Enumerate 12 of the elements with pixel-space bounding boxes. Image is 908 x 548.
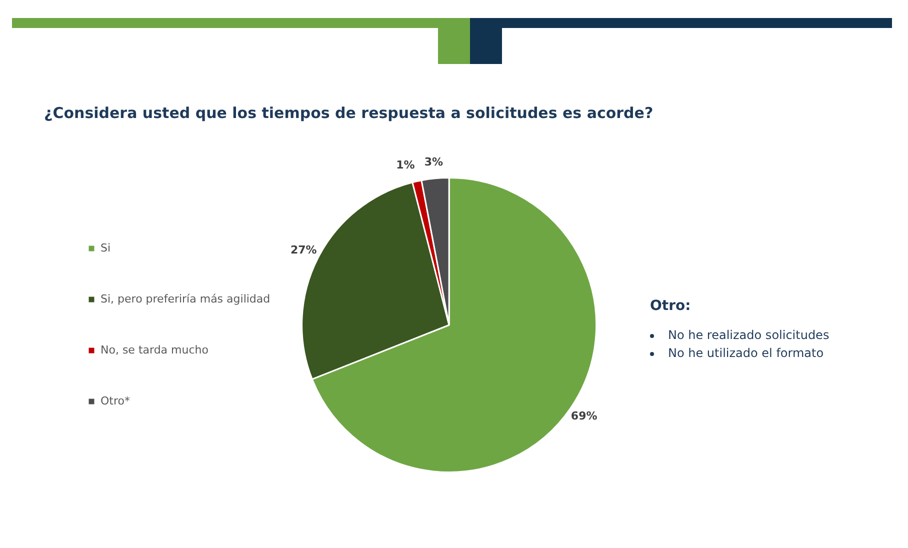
- legend-label: Si, pero preferiría más agilidad: [100, 292, 270, 306]
- chart-title: ¿Considera usted que los tiempos de respuesta a solicitudes es acorde?: [44, 104, 654, 122]
- data-label: 27%: [290, 244, 317, 257]
- text: No he realizado solicitudes: [668, 328, 830, 342]
- legend-label: Si: [100, 241, 111, 254]
- data-label: 3%: [424, 155, 444, 168]
- text: No he utilizado el formato: [668, 346, 824, 360]
- data-label: 69%: [570, 410, 598, 423]
- legend-label: No, se tarda mucho: [100, 343, 209, 356]
- text: Otro:: [650, 298, 692, 314]
- legend-label: Otro*: [100, 394, 130, 408]
- data-label: 1%: [396, 158, 415, 172]
